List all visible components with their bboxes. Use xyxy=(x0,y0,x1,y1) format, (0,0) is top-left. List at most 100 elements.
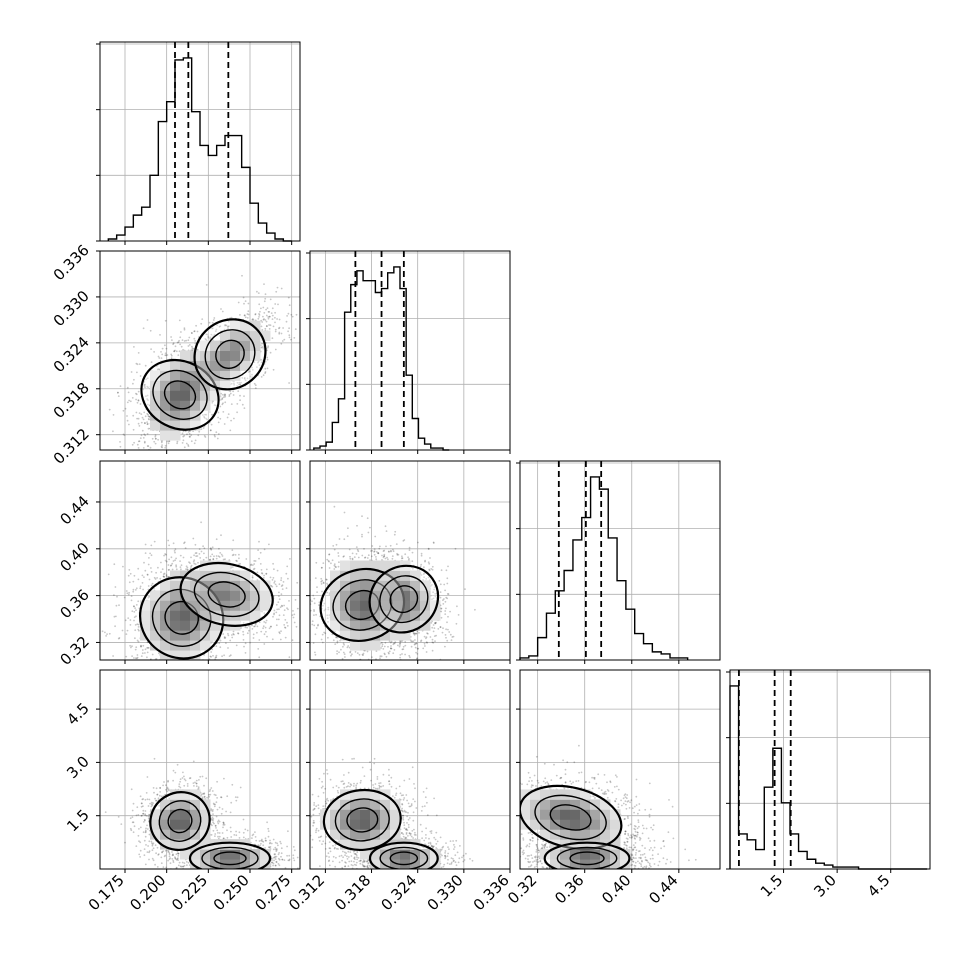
scatter-point xyxy=(278,326,281,329)
scatter-point xyxy=(269,625,272,628)
scatter-point xyxy=(268,315,271,318)
scatter-point xyxy=(180,568,182,571)
scatter-point xyxy=(142,447,145,449)
scatter-point xyxy=(222,396,225,399)
density-cell xyxy=(260,330,271,342)
scatter-point xyxy=(147,451,149,453)
scatter-point xyxy=(146,445,149,447)
scatter-point xyxy=(141,649,144,651)
scatter-point xyxy=(264,371,267,373)
scatter-point xyxy=(153,576,156,579)
scatter-point xyxy=(150,567,152,569)
scatter-point xyxy=(150,554,153,557)
scatter-point xyxy=(271,585,274,588)
scatter-point xyxy=(183,664,185,666)
scatter-point xyxy=(265,572,268,575)
scatter-point xyxy=(143,440,146,443)
density-cell xyxy=(200,360,211,371)
scatter-point xyxy=(122,565,124,568)
scatter-point xyxy=(125,633,128,635)
scatter-point xyxy=(147,413,150,416)
scatter-point xyxy=(319,267,321,269)
scatter-point xyxy=(143,384,146,386)
scatter-point xyxy=(239,314,241,316)
scatter-point xyxy=(186,665,188,667)
scatter-point xyxy=(211,402,214,404)
density-cell xyxy=(220,340,231,351)
scatter-point xyxy=(260,346,263,349)
scatter-point xyxy=(220,553,223,556)
scatter-point xyxy=(270,312,273,314)
scatter-point xyxy=(254,313,257,315)
scatter-point xyxy=(262,627,264,630)
scatter-point xyxy=(265,630,267,633)
scatter-point xyxy=(290,313,293,316)
scatter-point xyxy=(163,453,165,455)
scatter-point xyxy=(262,348,265,350)
scatter-point xyxy=(179,336,182,339)
scatter-point xyxy=(227,327,230,330)
scatter-point xyxy=(162,575,165,578)
scatter-point xyxy=(164,319,167,322)
scatter-point xyxy=(190,564,193,567)
scatter-point xyxy=(127,664,129,666)
scatter-point xyxy=(132,382,134,385)
scatter-point xyxy=(193,442,196,445)
scatter-point xyxy=(164,354,167,357)
scatter-point xyxy=(252,318,254,320)
scatter-point xyxy=(152,715,154,717)
scatter-point xyxy=(238,557,240,560)
scatter-point xyxy=(221,398,224,401)
scatter-point xyxy=(160,445,163,448)
scatter-point xyxy=(113,594,115,596)
scatter-point xyxy=(228,655,231,657)
scatter-point xyxy=(271,579,274,581)
scatter-point xyxy=(156,368,159,371)
scatter-point xyxy=(170,357,173,359)
scatter-point xyxy=(271,307,274,310)
scatter-point xyxy=(288,600,290,602)
scatter-point xyxy=(168,452,170,454)
scatter-point xyxy=(189,430,191,433)
scatter-point xyxy=(189,452,191,454)
scatter-point xyxy=(182,674,184,676)
scatter-point xyxy=(238,383,240,386)
scatter-point xyxy=(179,454,181,456)
scatter-point xyxy=(169,564,172,567)
scatter-point xyxy=(161,347,164,350)
scatter-point xyxy=(276,286,279,289)
scatter-point xyxy=(146,433,149,435)
scatter-point xyxy=(174,559,177,562)
density-cell xyxy=(180,380,191,391)
scatter-point xyxy=(196,348,199,351)
scatter-point xyxy=(182,556,185,559)
scatter-point xyxy=(150,348,153,350)
scatter-panel-0-1 xyxy=(99,250,321,474)
scatter-point xyxy=(286,315,288,317)
scatter-point xyxy=(164,553,167,555)
scatter-point xyxy=(166,440,169,443)
scatter-point xyxy=(193,337,196,340)
scatter-point xyxy=(146,385,149,388)
scatter-point xyxy=(222,402,224,405)
scatter-point xyxy=(208,321,211,324)
scatter-point xyxy=(246,317,249,319)
scatter-point xyxy=(211,546,214,549)
scatter-point xyxy=(127,452,129,454)
scatter-point xyxy=(162,472,164,474)
scatter-point xyxy=(137,422,140,425)
scatter-point xyxy=(262,345,264,348)
scatter-point xyxy=(280,342,283,345)
scatter-point xyxy=(107,573,110,576)
scatter-point xyxy=(160,452,162,454)
scatter-point xyxy=(217,433,220,435)
scatter-point xyxy=(257,549,259,551)
scatter-point xyxy=(128,581,131,584)
density-cell xyxy=(250,320,261,332)
scatter-point xyxy=(193,672,195,674)
scatter-point xyxy=(150,571,153,573)
scatter-point xyxy=(153,587,156,590)
scatter-point xyxy=(221,403,224,406)
scatter-point xyxy=(296,607,299,610)
scatter-point xyxy=(154,665,156,667)
